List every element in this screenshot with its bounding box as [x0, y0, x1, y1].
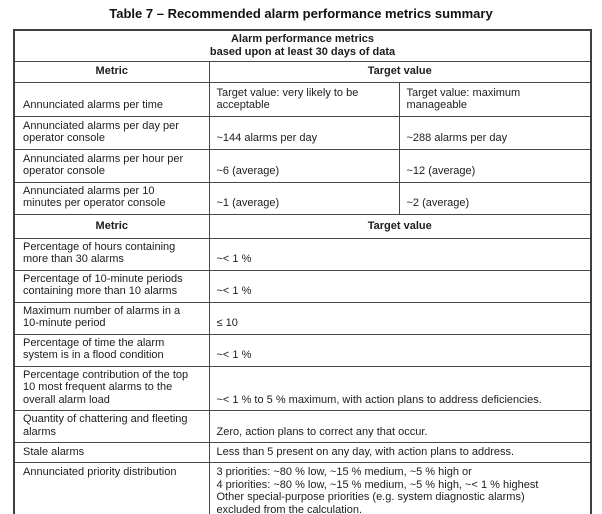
table-row: Annunciated alarms per 10 minutes per op… — [13, 181, 592, 215]
table-row: Stale alarms Less than 5 present on any … — [13, 442, 592, 463]
metric-cell: Percentage of hours containing more than… — [13, 237, 210, 271]
column-header-row-2: Metric Target value — [13, 213, 592, 239]
metric-cell: Annunciated alarms per 10 minutes per op… — [13, 181, 210, 215]
column-header-metric: Metric — [13, 213, 210, 239]
target-cell: ~< 1 % — [208, 237, 592, 271]
metric-cell: Annunciated priority distribution — [13, 462, 210, 514]
table-row: Annunciated alarms per hour per operator… — [13, 148, 592, 183]
metric-cell: Percentage of time the alarm system is i… — [13, 333, 210, 367]
table-row: Percentage of time the alarm system is i… — [13, 333, 592, 367]
caption-row: Alarm performance metrics based upon at … — [13, 29, 592, 62]
target-cell: ~< 1 % to 5 % maximum, with action plans… — [208, 365, 592, 411]
target-cell: Zero, action plans to correct any that o… — [208, 410, 592, 443]
target-cell: 3 priorities: ~80 % low, ~15 % medium, ~… — [208, 462, 592, 514]
metric-cell: Stale alarms — [13, 442, 210, 463]
target-cell: ≤ 10 — [208, 301, 592, 335]
metric-cell: Annunciated alarms per hour per operator… — [13, 148, 210, 183]
target-acceptable-cell: Target value: very likely to be acceptab… — [208, 81, 400, 117]
table-title: Table 7 – Recommended alarm performance … — [109, 6, 493, 21]
table-row: Annunciated priority distribution 3 prio… — [13, 462, 592, 514]
target-manageable-cell: ~2 (average) — [398, 181, 592, 215]
target-cell: Less than 5 present on any day, with act… — [208, 442, 592, 463]
target-manageable-cell: ~288 alarms per day — [398, 115, 592, 150]
metric-cell: Annunciated alarms per day per operator … — [13, 115, 210, 150]
table-row: Percentage of 10-minute periods containi… — [13, 269, 592, 303]
column-header-row-1: Metric Target value — [13, 60, 592, 83]
target-manageable-cell: Target value: maximum manageable — [398, 81, 592, 117]
metric-cell: Annunciated alarms per time — [13, 81, 210, 117]
metric-cell: Percentage of 10-minute periods containi… — [13, 269, 210, 303]
target-acceptable-cell: ~144 alarms per day — [208, 115, 400, 150]
table-row: Annunciated alarms per day per operator … — [13, 115, 592, 150]
metric-cell: Percentage contribution of the top 10 mo… — [13, 365, 210, 411]
target-acceptable-cell: ~1 (average) — [208, 181, 400, 215]
column-header-target: Target value — [208, 60, 592, 83]
alarm-metrics-table: Alarm performance metrics based upon at … — [13, 29, 592, 514]
target-acceptable-cell: ~6 (average) — [208, 148, 400, 183]
target-cell: ~< 1 % — [208, 269, 592, 303]
metric-cell: Quantity of chattering and fleeting alar… — [13, 410, 210, 443]
table-row: Percentage of hours containing more than… — [13, 237, 592, 271]
column-header-metric: Metric — [13, 60, 210, 83]
caption-cell: Alarm performance metrics based upon at … — [13, 29, 592, 62]
target-cell: ~< 1 % — [208, 333, 592, 367]
metric-cell: Maximum number of alarms in a 10-minute … — [13, 301, 210, 335]
table-row: Annunciated alarms per time Target value… — [13, 81, 592, 117]
table-row: Percentage contribution of the top 10 mo… — [13, 365, 592, 411]
table-row: Maximum number of alarms in a 10-minute … — [13, 301, 592, 335]
target-manageable-cell: ~12 (average) — [398, 148, 592, 183]
caption-line-1: Alarm performance metrics — [230, 33, 375, 46]
caption-line-2: based upon at least 30 days of data — [209, 45, 396, 58]
column-header-target: Target value — [208, 213, 592, 239]
table-row: Quantity of chattering and fleeting alar… — [13, 410, 592, 443]
